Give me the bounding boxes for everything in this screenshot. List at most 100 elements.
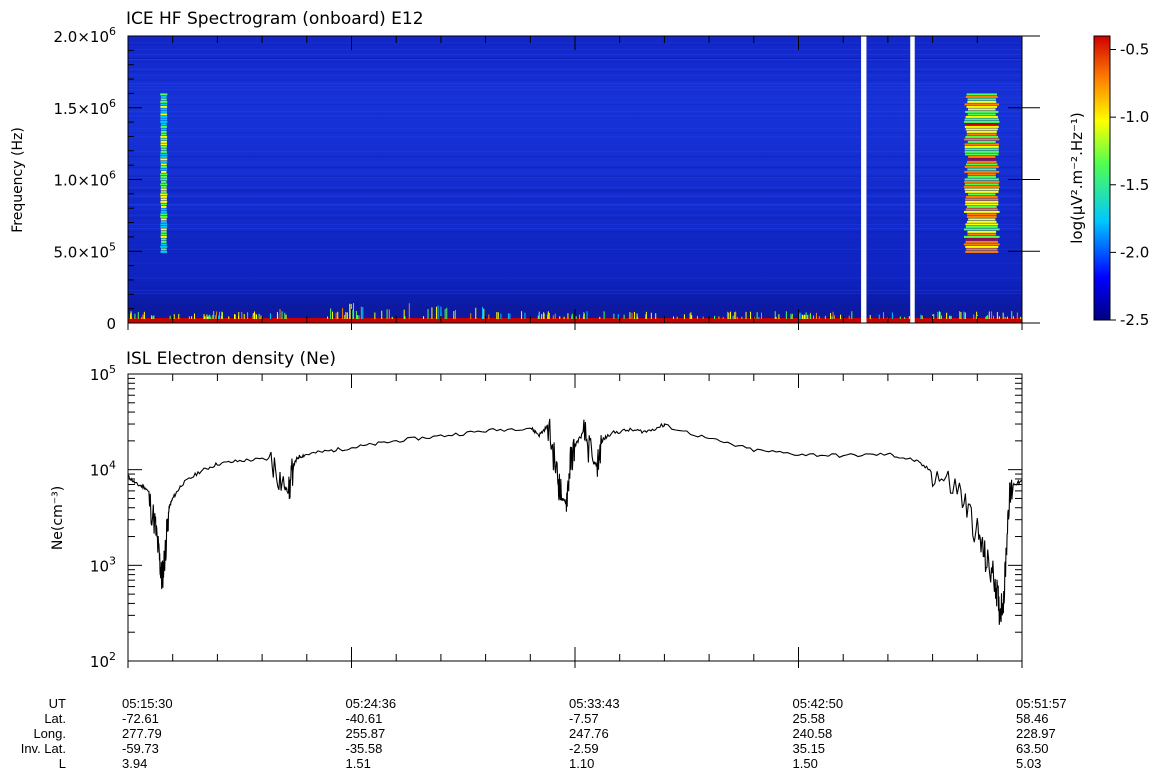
spectrogram-emission-line xyxy=(966,205,997,208)
spectrogram-emission-line xyxy=(160,108,168,111)
spectrogram-emission-line xyxy=(160,153,168,156)
spectrogram-emission-line xyxy=(160,118,168,121)
spectrogram-emission-line xyxy=(968,193,996,196)
spectrogram-emission-line xyxy=(161,238,167,241)
spectrogram-y-tick-label: 5.0×105 xyxy=(53,240,116,261)
spectrogram-emission-line xyxy=(160,110,167,113)
orbit-cell: -40.61 xyxy=(346,711,383,726)
spectrogram-emission-line xyxy=(966,215,997,218)
spectrogram-emission-line xyxy=(160,215,168,218)
spectrogram-emission-line xyxy=(965,238,999,241)
spectrogram-emission-line xyxy=(160,140,167,143)
spectrogram-emission-line xyxy=(160,243,167,246)
density-y-tick-label: 104 xyxy=(90,459,116,480)
spectrogram-emission-line xyxy=(160,245,168,248)
spectrogram-emission-line xyxy=(160,95,167,98)
density-y-tick-label: 103 xyxy=(90,554,116,575)
colorbar-gradient xyxy=(1093,35,1111,321)
spectrogram-emission-line xyxy=(964,170,1000,173)
spectrogram-emission-line xyxy=(160,120,168,123)
spectrogram-emission-line xyxy=(160,168,168,171)
spectrogram-emission-line xyxy=(967,173,996,176)
spectrogram-emission-line xyxy=(967,230,997,233)
colorbar-label: log(μV².m⁻².Hz⁻¹) xyxy=(1068,112,1086,244)
spectrogram-emission-line xyxy=(160,158,168,161)
spectrogram-emission-line xyxy=(160,195,167,198)
spectrogram-emission-line xyxy=(965,203,999,206)
spectrogram-emission-line xyxy=(160,155,168,158)
orbit-cell: 240.58 xyxy=(793,726,833,741)
spectrogram-emission-line xyxy=(160,138,168,141)
spectrogram-emission-line xyxy=(966,213,997,216)
spectrogram-emission-line xyxy=(160,125,167,128)
spectrogram-data-gap xyxy=(861,36,867,323)
spectrogram-emission-line xyxy=(967,100,997,103)
spectrogram-emission-line xyxy=(160,123,167,126)
spectrogram-data-gap xyxy=(910,36,915,323)
spectrogram-emission-line xyxy=(160,93,168,96)
spectrogram-panel: ICE HF Spectrogram (onboard) E12 0 5.0×10… xyxy=(10,9,1040,333)
orbit-cell: 1.10 xyxy=(569,756,594,771)
spectrogram-emission-line xyxy=(964,138,1000,141)
orbit-row-label: L xyxy=(59,756,66,771)
spectrogram-emission-line xyxy=(968,218,996,221)
orbit-cell: 1.51 xyxy=(346,756,371,771)
spectrogram-emission-line xyxy=(965,250,999,253)
spectrogram-emission-line xyxy=(966,123,998,126)
spectrogram-emission-line xyxy=(160,210,167,213)
spectrogram-emission-line xyxy=(965,198,999,201)
spectrogram-emission-line xyxy=(160,248,167,251)
spectrogram-emission-line xyxy=(967,113,996,116)
spectrogram-emission-line xyxy=(160,230,167,233)
spectrogram-emission-line xyxy=(965,153,999,156)
orbit-cell: 05:33:43 xyxy=(569,696,620,711)
spectrogram-emission-line xyxy=(966,93,997,96)
spectrogram-emission-line xyxy=(964,228,1000,231)
density-title: ISL Electron density (Ne) xyxy=(126,349,336,369)
spectrogram-emission-line xyxy=(160,165,167,168)
colorbar-tick-label: -1.0 xyxy=(1120,108,1149,126)
spectrogram-emission-line xyxy=(160,213,168,216)
spectrogram-emission-line xyxy=(160,183,168,186)
spectrogram-emission-line xyxy=(160,115,168,118)
spectrogram-emission-line xyxy=(965,135,999,138)
spectrogram-emission-line xyxy=(160,130,167,133)
spectrogram-emission-line xyxy=(160,145,167,148)
spectrogram-emission-line xyxy=(160,185,167,188)
spectrogram-emission-line xyxy=(160,103,168,106)
orbit-cell: 05:51:57 xyxy=(1016,696,1067,711)
spectrogram-emission-line xyxy=(964,148,999,151)
spectrogram-emission-line xyxy=(967,168,997,171)
orbit-cell: 35.15 xyxy=(793,741,826,756)
orbit-cell: -7.57 xyxy=(569,711,599,726)
spectrogram-emission-line xyxy=(160,228,167,231)
orbit-cell: -72.61 xyxy=(122,711,159,726)
spectrogram-emission-line xyxy=(160,193,168,196)
orbit-cell: 228.97 xyxy=(1016,726,1056,741)
spectrogram-emission-line xyxy=(967,158,997,161)
spectrogram-emission-line xyxy=(964,165,999,168)
spectrogram-emission-line xyxy=(160,235,167,238)
orbit-cell: 255.87 xyxy=(346,726,386,741)
orbit-cell: 277.79 xyxy=(122,726,162,741)
electron-density-panel: ISL Electron density (Ne) 102 103 104 105 N… xyxy=(50,349,1023,671)
spectrogram-emission-line xyxy=(160,98,167,101)
spectrogram-emission-line xyxy=(965,208,998,211)
spectrogram-emission-line xyxy=(967,98,996,101)
spectrogram-y-tick-label: 1.0×106 xyxy=(53,169,116,190)
orbit-cell: 3.94 xyxy=(122,756,147,771)
spectrogram-emission-line xyxy=(160,150,167,153)
spectrogram-emission-line xyxy=(966,105,998,108)
spectrogram-emission-line xyxy=(964,145,999,148)
spectrogram-emission-line xyxy=(160,208,167,211)
spectrogram-emission-line xyxy=(964,143,999,146)
spectrogram-emission-line xyxy=(965,190,999,193)
spectrogram-emission-line xyxy=(966,160,997,163)
orbit-cell: 58.46 xyxy=(1016,711,1049,726)
spectrogram-emission-line xyxy=(160,203,167,206)
spectrogram-emission-line xyxy=(967,108,996,111)
spectrogram-emission-line xyxy=(161,170,167,173)
density-y-axis-label: Ne(cm⁻³) xyxy=(50,486,66,550)
orbit-cell: 05:42:50 xyxy=(793,696,844,711)
spectrogram-emission-line xyxy=(963,185,1000,188)
